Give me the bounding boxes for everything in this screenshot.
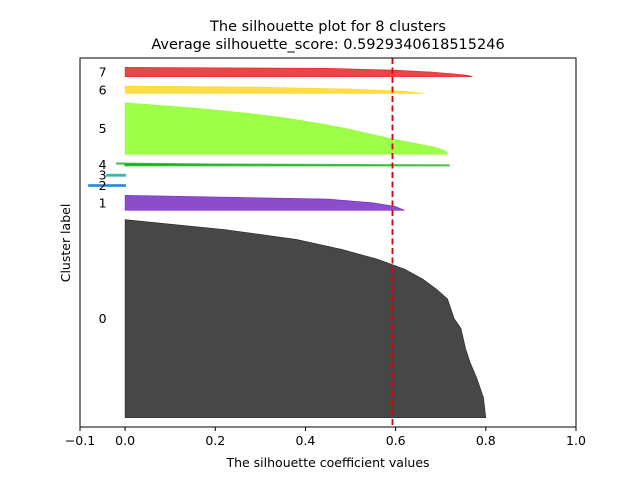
- cluster-area-7: [124, 67, 473, 77]
- x-axis-label: The silhouette coefficient values: [225, 455, 429, 470]
- axes-frame: [79, 57, 577, 428]
- x-tick-label: −0.1: [65, 433, 95, 448]
- chart-subtitle: Average silhouette_score: 0.592934061851…: [151, 37, 504, 53]
- cluster-area-0: [124, 219, 487, 418]
- cluster-label-2: 2: [99, 178, 107, 193]
- cluster-area-4: [116, 162, 450, 167]
- cluster-areas: [88, 67, 487, 418]
- x-tick-label: 0.2: [205, 433, 225, 448]
- cluster-label-4: 4: [99, 157, 107, 172]
- x-tick-label: 0.0: [115, 433, 135, 448]
- cluster-label-5: 5: [99, 121, 107, 136]
- cluster-label-3: 3: [99, 168, 107, 183]
- cluster-area-6: [124, 85, 425, 94]
- chart-title: The silhouette plot for 8 clusters: [209, 19, 446, 35]
- x-tick-label: 1.0: [566, 433, 586, 448]
- cluster-label-7: 7: [99, 65, 107, 80]
- cluster-area-5: [124, 102, 448, 155]
- cluster-label-1: 1: [99, 195, 107, 210]
- cluster-label-6: 6: [99, 82, 107, 97]
- cluster-area-1: [124, 195, 405, 211]
- cluster-area-3: [106, 173, 127, 177]
- x-tick-label: 0.6: [386, 433, 406, 448]
- cluster-label-0: 0: [99, 311, 107, 326]
- x-tick-label: 0.4: [296, 433, 316, 448]
- plot-area: 0 1 234 5 6 7 −0.1 0.0 0.2 0.4 0.6 0.8 1.0: [65, 57, 586, 448]
- x-tick-label: 0.8: [476, 433, 496, 448]
- y-axis-label: Cluster label: [58, 204, 73, 283]
- cluster-area-2: [88, 184, 127, 187]
